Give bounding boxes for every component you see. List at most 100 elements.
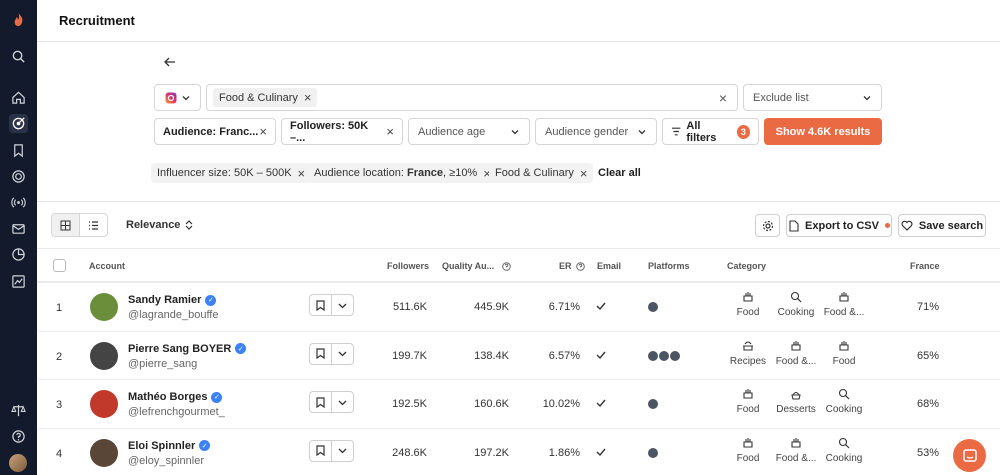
clear-search-icon[interactable]: × xyxy=(718,90,727,106)
home-icon[interactable] xyxy=(9,88,28,107)
column-header-er[interactable]: ER xyxy=(559,261,585,271)
influencer-name[interactable]: Mathéo Borges ✓ xyxy=(128,391,223,403)
remove-filter-icon[interactable]: × xyxy=(579,165,588,181)
category-tag: Food xyxy=(725,436,771,464)
followers-filter[interactable]: Followers: 50K –... × xyxy=(281,118,403,145)
select-all-checkbox[interactable] xyxy=(53,259,66,272)
column-header-quality[interactable]: Quality Au... xyxy=(442,261,511,271)
influencer-handle: @lagrande_bouffe xyxy=(128,309,219,321)
grid-view-button[interactable] xyxy=(52,214,80,236)
all-filters-button[interactable]: All filters 3 xyxy=(662,118,759,145)
settings-button[interactable] xyxy=(755,214,780,237)
more-options-button[interactable] xyxy=(332,344,353,364)
heart-icon xyxy=(901,220,913,231)
table-row[interactable]: 4 Eloi Spinnler ✓ @eloy_spinnler 248.6K 197.… xyxy=(37,427,1000,475)
avatar[interactable] xyxy=(90,293,118,321)
quality-audience-value: 138.4K xyxy=(474,349,509,362)
show-results-button[interactable]: Show 4.6K results xyxy=(764,118,882,145)
table-row[interactable]: 3 Mathéo Borges ✓ @lefrenchgourmet_ 192.5K 1… xyxy=(37,379,1000,427)
active-filter-influencer-size[interactable]: Influencer size: 50K – 500K × xyxy=(151,163,312,183)
more-options-button[interactable] xyxy=(332,441,353,461)
search-icon[interactable] xyxy=(9,47,28,66)
chat-support-button[interactable] xyxy=(953,439,986,472)
column-header-platforms[interactable]: Platforms xyxy=(648,261,690,271)
info-icon[interactable] xyxy=(502,261,511,271)
back-arrow-icon[interactable] xyxy=(163,55,177,69)
table-row[interactable]: 2 Pierre Sang BOYER ✓ @pierre_sang 199.7K 13… xyxy=(37,330,1000,379)
category-tag: Food &... xyxy=(773,436,819,464)
audience-gender-select[interactable]: Audience gender xyxy=(535,118,657,145)
user-avatar[interactable] xyxy=(9,454,27,472)
active-filter-audience-location[interactable]: Audience location: France, ≥10% × xyxy=(308,163,497,183)
active-filter-category[interactable]: Food & Culinary × xyxy=(489,163,594,183)
influencer-name[interactable]: Eloi Spinnler ✓ xyxy=(128,440,211,452)
bookmark-icon[interactable] xyxy=(9,141,28,160)
verified-check-icon: ✓ xyxy=(211,391,223,403)
list-view-button[interactable] xyxy=(80,214,107,236)
logo-flame-icon[interactable] xyxy=(9,10,28,29)
exclude-list-select[interactable]: Exclude list xyxy=(743,84,882,111)
keyword-search-input[interactable]: Food & Culinary × × xyxy=(206,84,738,111)
info-icon[interactable] xyxy=(575,261,585,271)
export-csv-button[interactable]: Export to CSV xyxy=(786,214,892,237)
column-header-france[interactable]: France xyxy=(910,261,940,271)
bookmark-button[interactable] xyxy=(310,392,332,412)
influencer-name[interactable]: Pierre Sang BOYER ✓ xyxy=(128,343,247,355)
more-options-button[interactable] xyxy=(332,295,353,315)
row-number: 3 xyxy=(56,399,63,411)
followers-filter-label: Followers: 50K –... xyxy=(290,119,369,144)
audience-age-select[interactable]: Audience age xyxy=(408,118,530,145)
audience-location-filter[interactable]: Audience: Franc... × xyxy=(154,118,276,145)
help-icon[interactable] xyxy=(9,427,28,446)
pie-chart-icon[interactable] xyxy=(9,245,28,264)
column-header-followers[interactable]: Followers xyxy=(387,261,430,271)
bookmark-button[interactable] xyxy=(310,440,332,461)
bookmark-button[interactable] xyxy=(310,295,332,315)
remove-filter-icon[interactable]: × xyxy=(483,165,491,181)
scale-icon[interactable] xyxy=(9,401,28,420)
mail-icon[interactable] xyxy=(9,219,28,238)
table-row[interactable]: 1 Sandy Ramier ✓ @lagrande_bouffe 511.6K 445… xyxy=(37,282,1000,330)
active-filter-label: Influencer size: 50K – 500K xyxy=(157,167,292,179)
category-tag: Food &... xyxy=(773,339,819,367)
recruitment-icon[interactable] xyxy=(9,114,28,133)
influencer-name[interactable]: Sandy Ramier ✓ xyxy=(128,294,217,306)
platform-icon[interactable] xyxy=(648,447,658,458)
remove-filter-icon[interactable]: × xyxy=(297,165,306,181)
avatar[interactable] xyxy=(90,341,118,370)
remove-filter-icon[interactable]: × xyxy=(386,124,394,139)
platform-icon[interactable] xyxy=(659,350,669,361)
category-label: Food xyxy=(736,452,760,464)
platform-icon[interactable] xyxy=(670,350,680,361)
bookmark-button[interactable] xyxy=(310,343,332,364)
remove-tag-icon[interactable]: × xyxy=(303,90,312,105)
platform-icon[interactable] xyxy=(648,350,658,361)
category-label: Food xyxy=(736,307,760,318)
column-header-er-label: ER xyxy=(559,261,572,271)
category-tag: Recipes xyxy=(725,339,771,367)
followers-value: 248.6K xyxy=(392,446,427,459)
search-tag: Food & Culinary × xyxy=(213,88,318,107)
analytics-icon[interactable] xyxy=(9,272,28,291)
grid-icon xyxy=(60,220,71,230)
platform-icon[interactable] xyxy=(648,302,658,312)
platforms-list xyxy=(648,302,658,312)
platform-icon[interactable] xyxy=(648,399,658,409)
chevron-down-icon xyxy=(863,95,871,100)
column-header-category[interactable]: Category xyxy=(727,261,767,271)
avatar[interactable] xyxy=(90,390,118,418)
clear-all-link[interactable]: Clear all xyxy=(598,167,641,179)
save-search-button[interactable]: Save search xyxy=(898,214,986,237)
broadcast-icon[interactable] xyxy=(9,193,28,212)
category-icon xyxy=(743,437,753,448)
remove-filter-icon[interactable]: × xyxy=(259,124,267,139)
sort-select[interactable]: Relevance xyxy=(126,219,193,231)
row-actions xyxy=(309,391,354,413)
platform-select[interactable] xyxy=(154,84,201,111)
more-options-button[interactable] xyxy=(332,392,353,412)
avatar[interactable] xyxy=(90,438,118,467)
column-header-account[interactable]: Account xyxy=(89,261,125,271)
target-icon[interactable] xyxy=(9,167,28,186)
column-header-email[interactable]: Email xyxy=(597,261,622,271)
engagement-rate-value: 1.86% xyxy=(548,446,580,459)
